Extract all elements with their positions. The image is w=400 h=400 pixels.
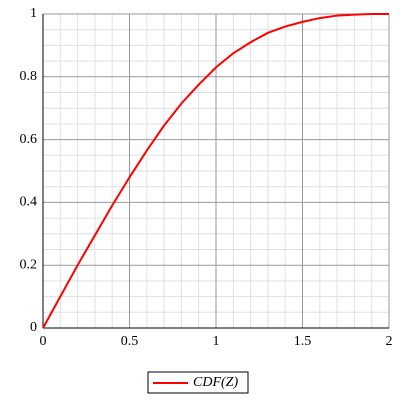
- x-tick-label: 1.5: [294, 334, 312, 349]
- y-tick-label: 0.2: [20, 257, 38, 272]
- y-tick-label: 0: [30, 320, 37, 335]
- legend: CDF(Z): [147, 371, 249, 394]
- y-tick-label: 0.4: [20, 195, 38, 210]
- y-tick-label: 1: [30, 6, 37, 21]
- line-series: [42, 13, 389, 329]
- y-tick-label: 0.6: [20, 132, 38, 147]
- y-tick-label: 0.8: [20, 69, 38, 84]
- legend-text: CDF(Z): [193, 375, 238, 390]
- x-tick-label: 1: [213, 334, 220, 349]
- legend-box: [147, 371, 249, 394]
- x-tick-label: 0: [40, 334, 47, 349]
- x-tick-label: 2: [386, 334, 393, 349]
- x-tick-label: 0.5: [121, 334, 139, 349]
